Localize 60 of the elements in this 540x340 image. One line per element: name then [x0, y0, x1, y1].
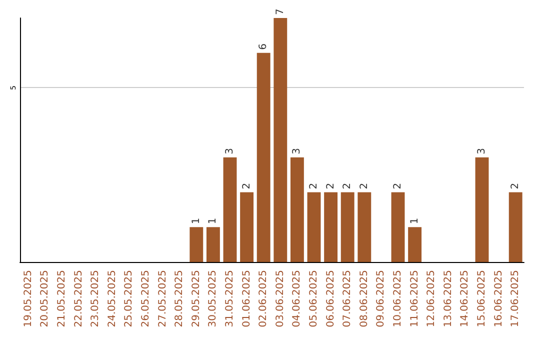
data-label: 2	[342, 182, 354, 190]
x-tick-label: 11.06.2025	[409, 270, 420, 328]
x-tick-label: 20.05.2025	[40, 270, 51, 328]
bar	[475, 157, 489, 262]
x-tick-label: 26.05.2025	[140, 270, 152, 328]
bar	[190, 227, 204, 262]
x-tick-label: 23.05.2025	[90, 270, 102, 328]
bar	[274, 18, 288, 262]
data-label: 1	[190, 218, 202, 224]
bar	[206, 227, 220, 262]
bar	[290, 157, 304, 262]
x-tick-label: 27.05.2025	[157, 270, 168, 328]
data-label: 2	[510, 182, 522, 190]
x-tick-label: 01.06.2025	[241, 270, 252, 328]
bar	[256, 52, 270, 262]
bar	[223, 157, 237, 262]
data-label: 2	[392, 182, 404, 190]
bar	[358, 192, 372, 262]
x-tick-label: 29.05.2025	[190, 270, 202, 328]
x-tick-label: 09.06.2025	[376, 270, 387, 328]
x-tick-label: 30.05.2025	[208, 270, 219, 328]
bar	[340, 192, 354, 262]
data-label: 3	[476, 148, 488, 154]
x-tick-label: 31.05.2025	[224, 270, 236, 328]
x-tick-label: 04.06.2025	[292, 270, 303, 328]
data-label: 1	[409, 218, 420, 224]
x-tick-label: 08.06.2025	[358, 270, 370, 328]
data-label: 2	[325, 182, 336, 190]
x-tick-label: 02.06.2025	[258, 270, 270, 328]
x-tick-label: 25.05.2025	[124, 270, 135, 328]
data-label: 3	[224, 148, 236, 154]
data-label: 2	[308, 182, 320, 190]
x-tick-label: 16.06.2025	[493, 270, 504, 328]
data-label: 2	[241, 182, 252, 190]
x-tick-label: 19.05.2025	[22, 270, 34, 328]
x-tick-label: 15.06.2025	[476, 270, 488, 328]
data-label: 3	[292, 148, 303, 154]
data-label: 6	[258, 43, 270, 50]
data-label: 2	[358, 182, 370, 190]
bar	[324, 192, 338, 262]
bar	[391, 192, 405, 262]
x-tick-label: 21.05.2025	[56, 270, 68, 328]
x-tick-label: 06.06.2025	[325, 270, 336, 328]
data-label: 7	[274, 8, 286, 15]
x-tick-label: 28.05.2025	[174, 270, 186, 328]
bar	[240, 192, 254, 262]
x-tick-label: 22.05.2025	[73, 270, 84, 328]
x-tick-label: 24.05.2025	[106, 270, 118, 328]
x-tick-label: 13.06.2025	[442, 270, 454, 328]
data-label: 1	[208, 218, 219, 224]
bar	[408, 227, 422, 262]
bar	[508, 192, 522, 262]
x-tick-label: 03.06.2025	[274, 270, 286, 328]
x-tick-label: 10.06.2025	[392, 270, 404, 328]
x-tick-label: 12.06.2025	[426, 270, 438, 328]
x-tick-label: 17.06.2025	[510, 270, 522, 328]
x-tick-label: 07.06.2025	[342, 270, 354, 328]
x-tick-label: 05.06.2025	[308, 270, 320, 328]
x-tick-label: 14.06.2025	[460, 270, 471, 328]
bar	[307, 192, 321, 262]
